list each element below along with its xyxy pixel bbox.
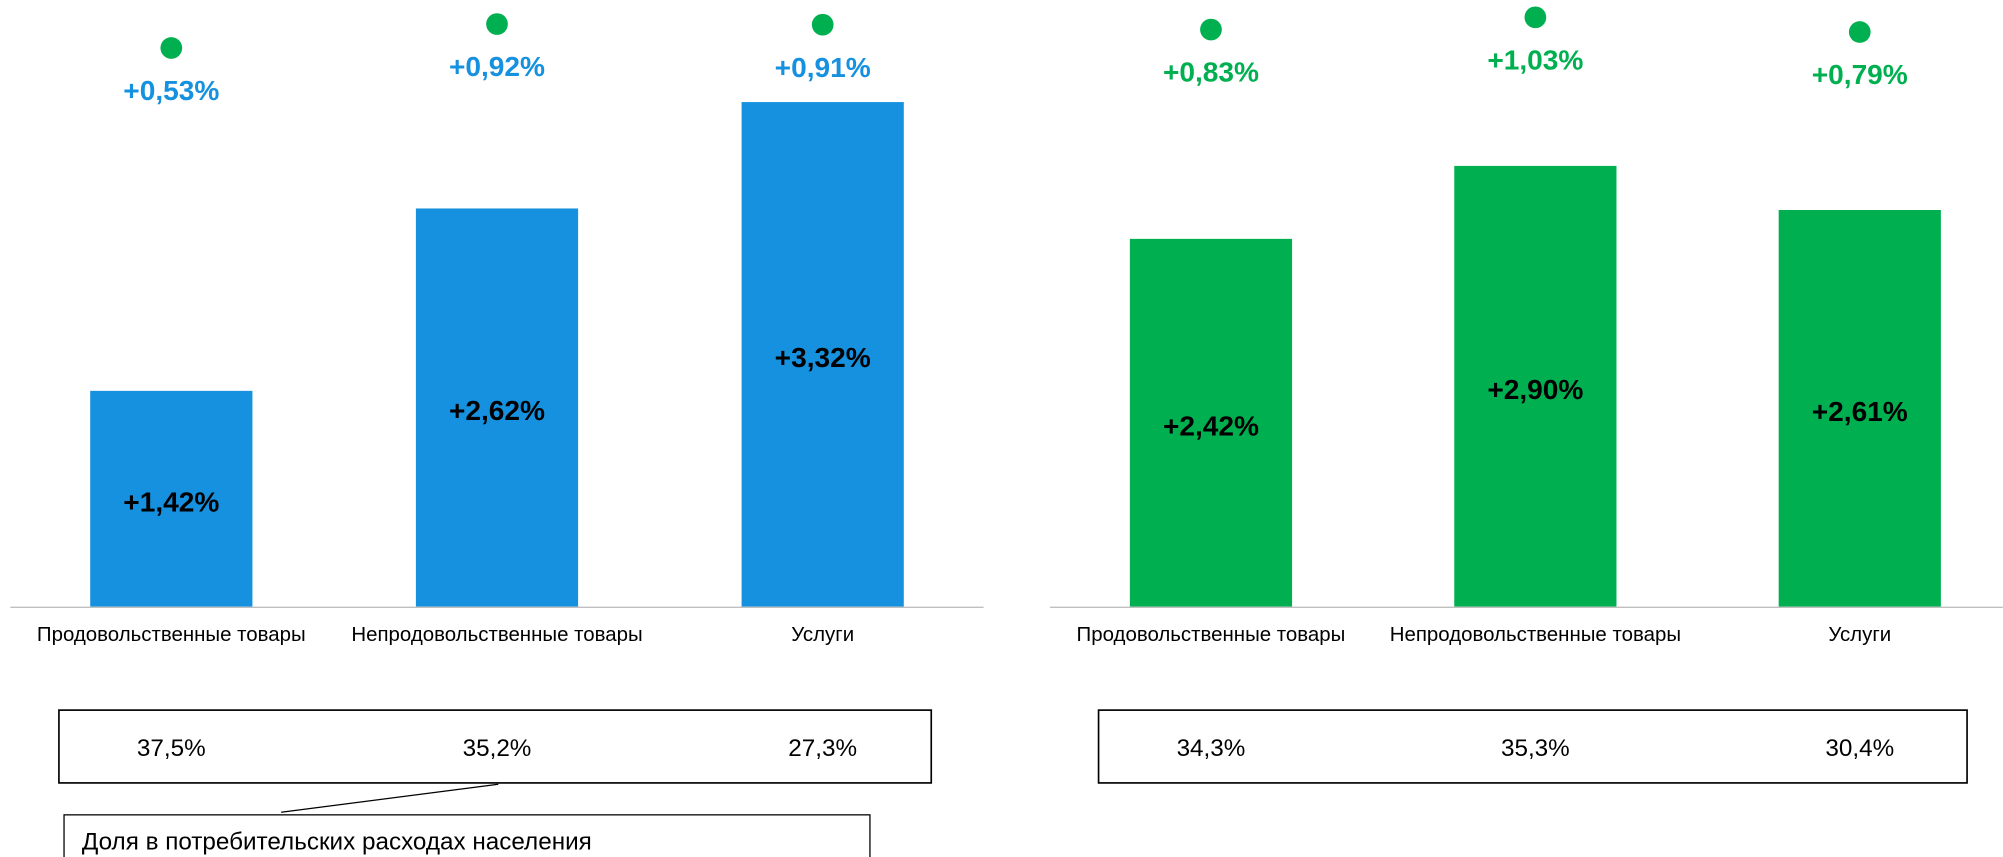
change-label: +0,83% <box>1163 57 1259 88</box>
share-label: 30,4% <box>1825 735 1894 762</box>
bar <box>90 390 253 607</box>
x-tick-label: Услуги <box>1828 624 1892 647</box>
share-box <box>58 709 933 784</box>
change-dot <box>1200 18 1222 41</box>
bar <box>415 208 579 607</box>
bar <box>1778 209 1941 607</box>
bar <box>1454 165 1617 607</box>
share-box <box>1097 709 1968 784</box>
change-label: +0,79% <box>1812 59 1908 90</box>
share-label: 37,5% <box>137 735 206 762</box>
share-label: 35,3% <box>1501 735 1570 762</box>
bar-value-label: +2,62% <box>449 395 545 426</box>
share-label: 34,3% <box>1177 735 1246 762</box>
category-label-wrap: Услуги <box>791 624 855 647</box>
category-label-wrap: Непродовольственные товары <box>1389 624 1682 647</box>
change-dot <box>1848 21 1871 43</box>
change-dot <box>160 37 183 59</box>
callout-pointer <box>281 783 499 813</box>
category-label-wrap: Услуги <box>1828 624 1892 647</box>
category-label-wrap: Непродовольственные товары <box>351 624 643 647</box>
share-label: 27,3% <box>788 735 857 762</box>
change-label: +0,91% <box>775 52 871 83</box>
bar <box>1129 238 1293 607</box>
bar-value-label: +2,42% <box>1163 410 1259 441</box>
category-label-wrap: Продовольственные товары <box>1076 624 1346 647</box>
change-dot <box>1524 6 1547 29</box>
share-label: 35,2% <box>463 735 532 762</box>
category-label-wrap: Продовольственные товары <box>36 624 306 647</box>
bar-value-label: +3,32% <box>775 342 871 373</box>
bar-value-label: +1,42% <box>123 486 219 517</box>
x-tick-label: Продовольственные товары <box>36 624 306 647</box>
change-label: +1,03% <box>1487 44 1583 75</box>
change-dot <box>811 13 834 36</box>
change-dot <box>486 13 508 35</box>
x-tick-label: Услуги <box>791 624 855 647</box>
bar-value-label: +2,90% <box>1487 374 1583 405</box>
x-tick-label: Непродовольственные товары <box>1389 624 1682 647</box>
bar <box>741 102 904 607</box>
x-tick-label: Непродовольственные товары <box>351 624 643 647</box>
change-label: +0,53% <box>123 75 219 106</box>
callout-box <box>63 814 871 857</box>
bar-value-label: +2,61% <box>1812 396 1908 427</box>
x-tick-label: Продовольственные товары <box>1076 624 1346 647</box>
callout-text: Доля в потребительских расходах населени… <box>82 828 592 855</box>
change-label: +0,92% <box>449 51 545 82</box>
